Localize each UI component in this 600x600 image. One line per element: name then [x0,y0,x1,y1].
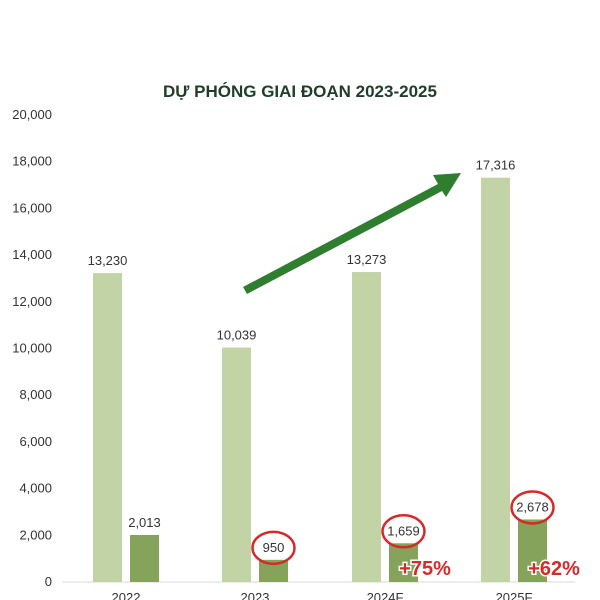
bars [93,177,547,583]
y-tick-label: 2,000 [19,527,52,542]
bar [518,519,547,582]
bar [481,177,510,583]
highlight-circle [510,490,555,525]
data-label: 950 [263,540,285,555]
y-tick-label: 16,000 [12,200,52,215]
data-label: 13,273 [347,252,387,267]
highlight-circle [381,514,426,549]
data-label: 10,039 [217,328,257,343]
highlight-circle [251,530,296,566]
growth-annotation: +75% [399,558,451,580]
y-tick-label: 4,000 [19,481,52,496]
data-label: 17,316 [476,158,516,173]
trend-arrow-shape [243,173,461,294]
data-labels: 13,230 10,039 13,273 17,316 2,013 950 1,659 2,6… [88,158,555,566]
data-label: 13,230 [88,253,128,268]
growth-annotation: +62% [528,558,580,580]
y-tick-label: 6,000 [19,434,52,449]
bar [259,559,288,582]
x-tick-label: 2023 [241,590,270,600]
bar [130,534,159,582]
bar [222,347,251,582]
y-tick-label: 14,000 [12,247,52,262]
trend-arrow [243,173,461,294]
y-tick-label: 12,000 [12,294,52,309]
x-tick-label: 2025F [496,590,533,600]
bar [352,272,381,582]
x-tick-label: 2024F [367,590,404,600]
bar [389,543,418,582]
y-tick-label: 20,000 [12,107,52,122]
y-tick-label: 8,000 [19,387,52,402]
y-axis: 0 2,000 4,000 6,000 8,000 10,000 12,000 14,000 1… [12,107,575,600]
data-label: 2,013 [128,515,161,530]
y-tick-label: 10,000 [12,341,52,356]
data-label: 1,659 [387,523,420,538]
data-label: 2,678 [516,499,549,514]
y-tick-label: 0 [45,574,52,589]
x-tick-label: 2022 [112,590,141,600]
y-tick-label: 18,000 [12,154,52,169]
chart-title: DỰ PHÓNG GIAI ĐOẠN 2023-2025 [163,82,437,101]
annotations: +75% +62% [398,557,582,582]
bar [93,273,122,582]
